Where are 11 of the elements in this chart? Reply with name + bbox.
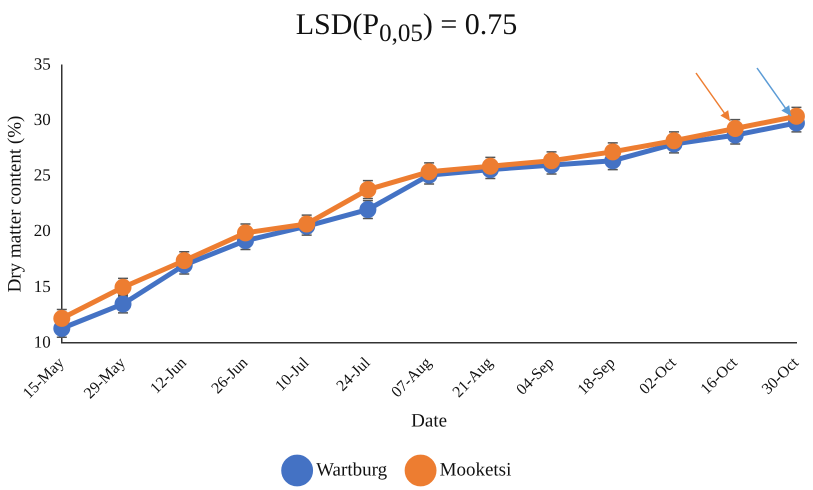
y-tick-label: 10 xyxy=(34,332,51,352)
y-tick-label: 20 xyxy=(34,221,51,240)
x-axis-title: Date xyxy=(411,410,448,432)
y-tick-label: 35 xyxy=(34,54,51,74)
chart-title: LSD(P$_{0,05}$) = 0.75 xyxy=(294,8,518,48)
y-tick-label: 15 xyxy=(34,276,51,296)
legend-label: Mooketsi xyxy=(440,459,512,480)
y-axis-title: Dry matter content (%) xyxy=(4,116,26,292)
y-tick-label: 30 xyxy=(34,110,51,130)
y-tick-label: 25 xyxy=(34,166,51,185)
legend-label: Wartburg xyxy=(316,459,388,480)
